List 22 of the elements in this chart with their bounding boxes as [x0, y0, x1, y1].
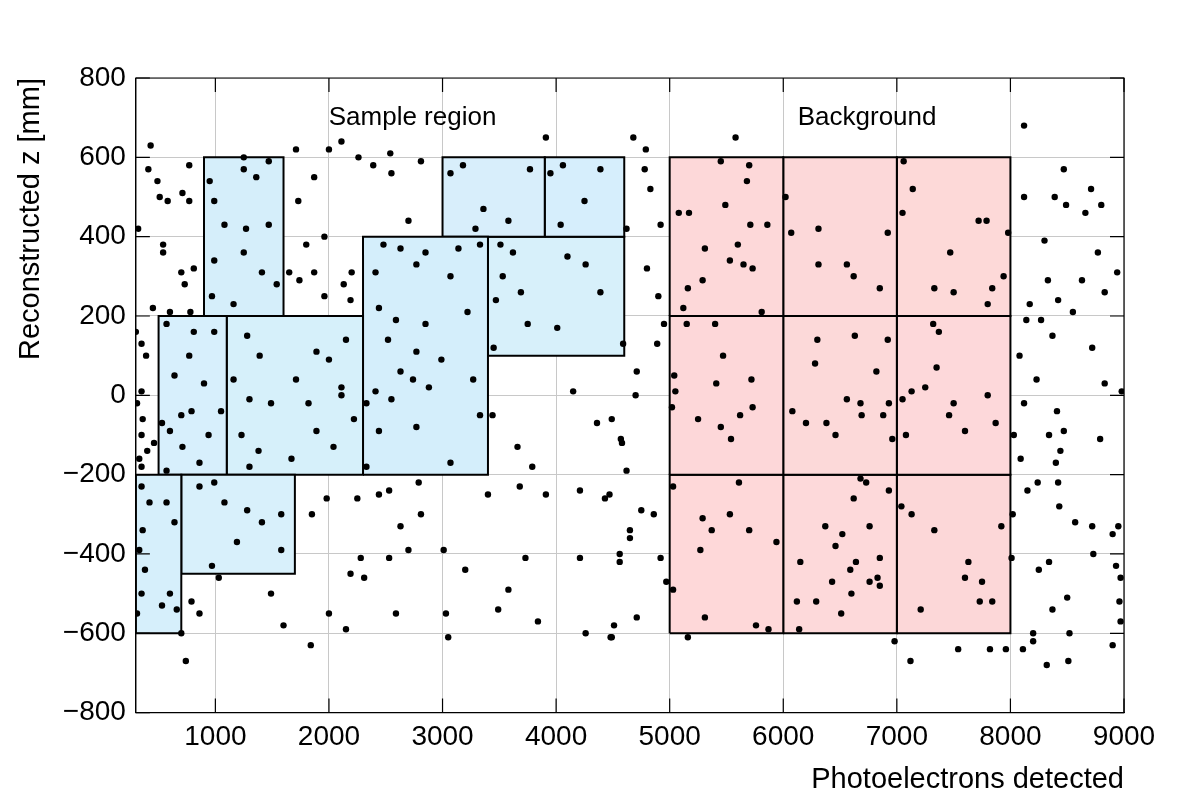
x-tick-label: 7000: [865, 720, 928, 752]
x-axis-title: Photoelectrons detected: [811, 761, 1124, 794]
y-tick-label: −600: [62, 615, 126, 647]
x-tick-label: 1000: [184, 720, 247, 752]
x-tick-label: 9000: [1092, 720, 1156, 752]
y-tick-label: −800: [62, 695, 126, 727]
y-tick-label: 600: [79, 140, 126, 172]
y-tick-label: 0: [110, 378, 126, 410]
x-tick-label: 6000: [752, 720, 815, 752]
annotation: Background: [797, 101, 937, 132]
x-tick-label: 5000: [638, 720, 701, 752]
x-tick-label: 3000: [411, 720, 474, 752]
x-tick-label: 2000: [297, 720, 361, 752]
y-tick-label: −400: [62, 536, 126, 568]
y-axis-title: Reconstructed z [mm]: [13, 78, 46, 361]
y-tick-label: −200: [62, 457, 126, 489]
y-tick-label: 400: [79, 219, 126, 251]
x-tick-label: 4000: [524, 720, 588, 752]
annotation: Sample region: [328, 101, 497, 132]
x-tick-label: 8000: [979, 720, 1042, 752]
y-tick-label: 200: [79, 298, 126, 330]
y-tick-label: 800: [79, 60, 126, 92]
